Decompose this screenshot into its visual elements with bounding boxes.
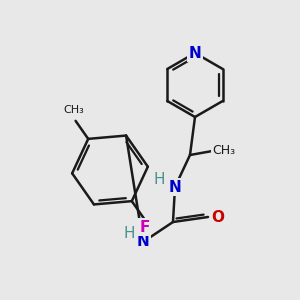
- Text: N: N: [169, 179, 182, 194]
- Text: N: N: [189, 46, 201, 61]
- Text: H: H: [123, 226, 135, 242]
- Text: CH₃: CH₃: [212, 143, 236, 157]
- Text: O: O: [212, 209, 224, 224]
- Text: N: N: [136, 235, 149, 250]
- Text: CH₃: CH₃: [63, 105, 84, 115]
- Text: F: F: [139, 220, 150, 235]
- Text: H: H: [153, 172, 165, 187]
